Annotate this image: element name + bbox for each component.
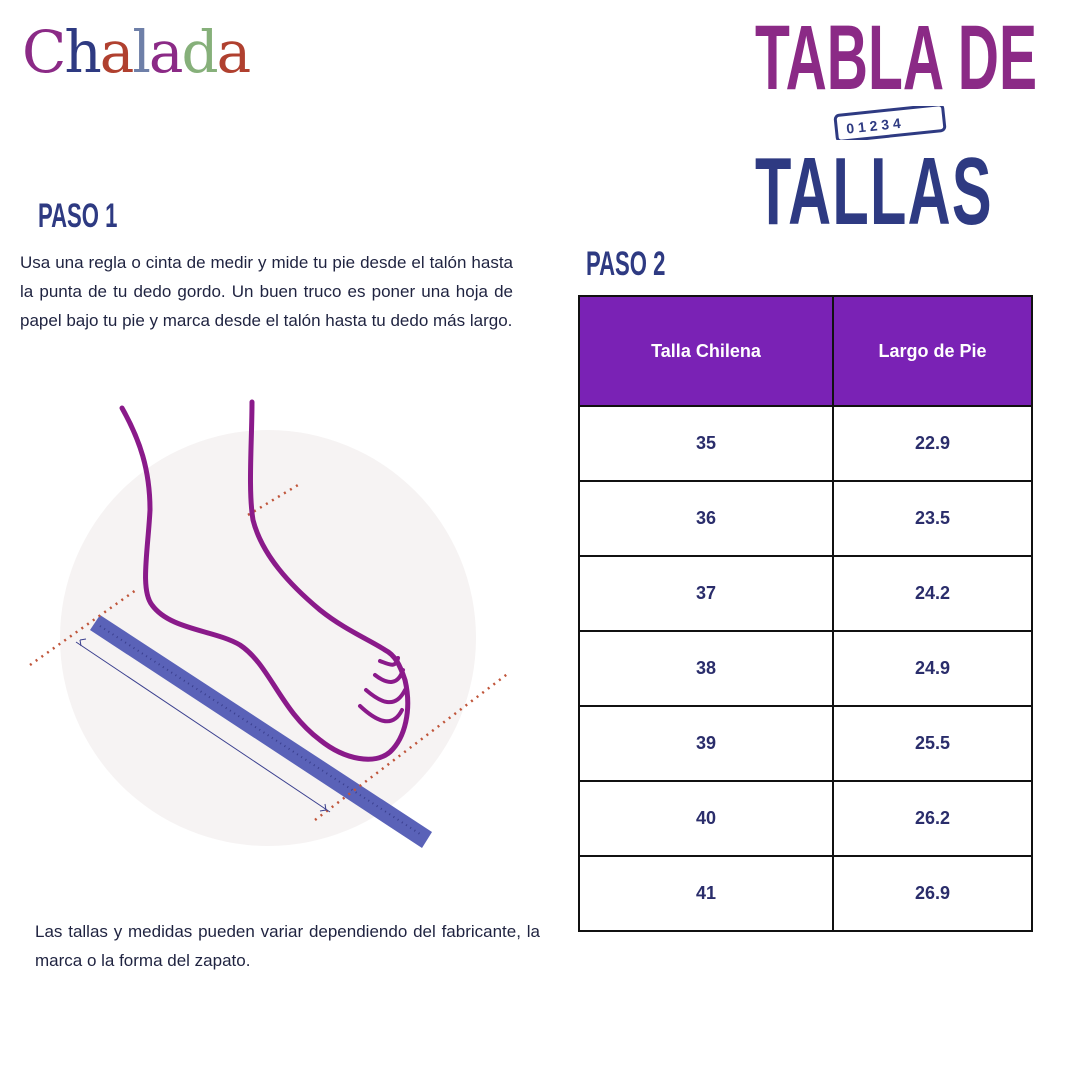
table-row: 39 25.5	[578, 705, 1033, 782]
size-cell: 40	[578, 780, 834, 857]
step1-heading: PASO 1	[38, 197, 118, 235]
table-row: 36 23.5	[578, 480, 1033, 557]
ruler-numbers: 0 1 2 3 4	[846, 115, 902, 137]
foot-length-cell: 25.5	[832, 705, 1033, 782]
size-cell: 41	[578, 855, 834, 932]
size-cell: 36	[578, 480, 834, 557]
logo-letter: h	[64, 18, 101, 86]
table-row: 38 24.9	[578, 630, 1033, 707]
size-cell: 35	[578, 405, 834, 482]
table-row: 41 26.9	[578, 855, 1033, 932]
column-header-largo: Largo de Pie	[832, 295, 1033, 407]
step1-text: Usa una regla o cinta de medir y mide tu…	[20, 253, 513, 330]
table-header-row: Talla Chilena Largo de Pie	[578, 295, 1033, 407]
table-row: 35 22.9	[578, 405, 1033, 482]
logo-letter: a	[216, 18, 252, 86]
ruler-badge-icon: 0 1 2 3 4	[833, 106, 947, 140]
foot-length-cell: 24.2	[832, 555, 1033, 632]
foot-length-cell: 24.9	[832, 630, 1033, 707]
column-header-talla: Talla Chilena	[578, 295, 834, 407]
foot-length-cell: 22.9	[832, 405, 1033, 482]
ruler-icon	[90, 615, 432, 848]
step2-heading: PASO 2	[586, 245, 666, 283]
foot-length-cell: 23.5	[832, 480, 1033, 557]
table-row: 37 24.2	[578, 555, 1033, 632]
table-row: 40 26.2	[578, 780, 1033, 857]
logo-letter: a	[99, 18, 135, 86]
foot-length-cell: 26.2	[832, 780, 1033, 857]
foot-measure-illustration	[29, 399, 511, 848]
disclaimer-note: Las tallas y medidas pueden variar depen…	[35, 922, 540, 970]
logo-letter: l	[132, 18, 151, 86]
size-table: Talla Chilena Largo de Pie 35 22.9 36 23.5 3…	[578, 295, 1033, 932]
title-line-1: TABLA DE	[755, 7, 1038, 109]
size-cell: 39	[578, 705, 834, 782]
size-cell: 37	[578, 555, 834, 632]
chalada-logo: Chalada	[22, 18, 252, 86]
logo-letter: d	[181, 18, 219, 86]
foot-length-cell: 26.9	[832, 855, 1033, 932]
logo-letter: a	[148, 18, 184, 86]
title-line-2: TALLAS	[755, 138, 993, 245]
size-cell: 38	[578, 630, 834, 707]
logo-letter: C	[22, 18, 66, 86]
